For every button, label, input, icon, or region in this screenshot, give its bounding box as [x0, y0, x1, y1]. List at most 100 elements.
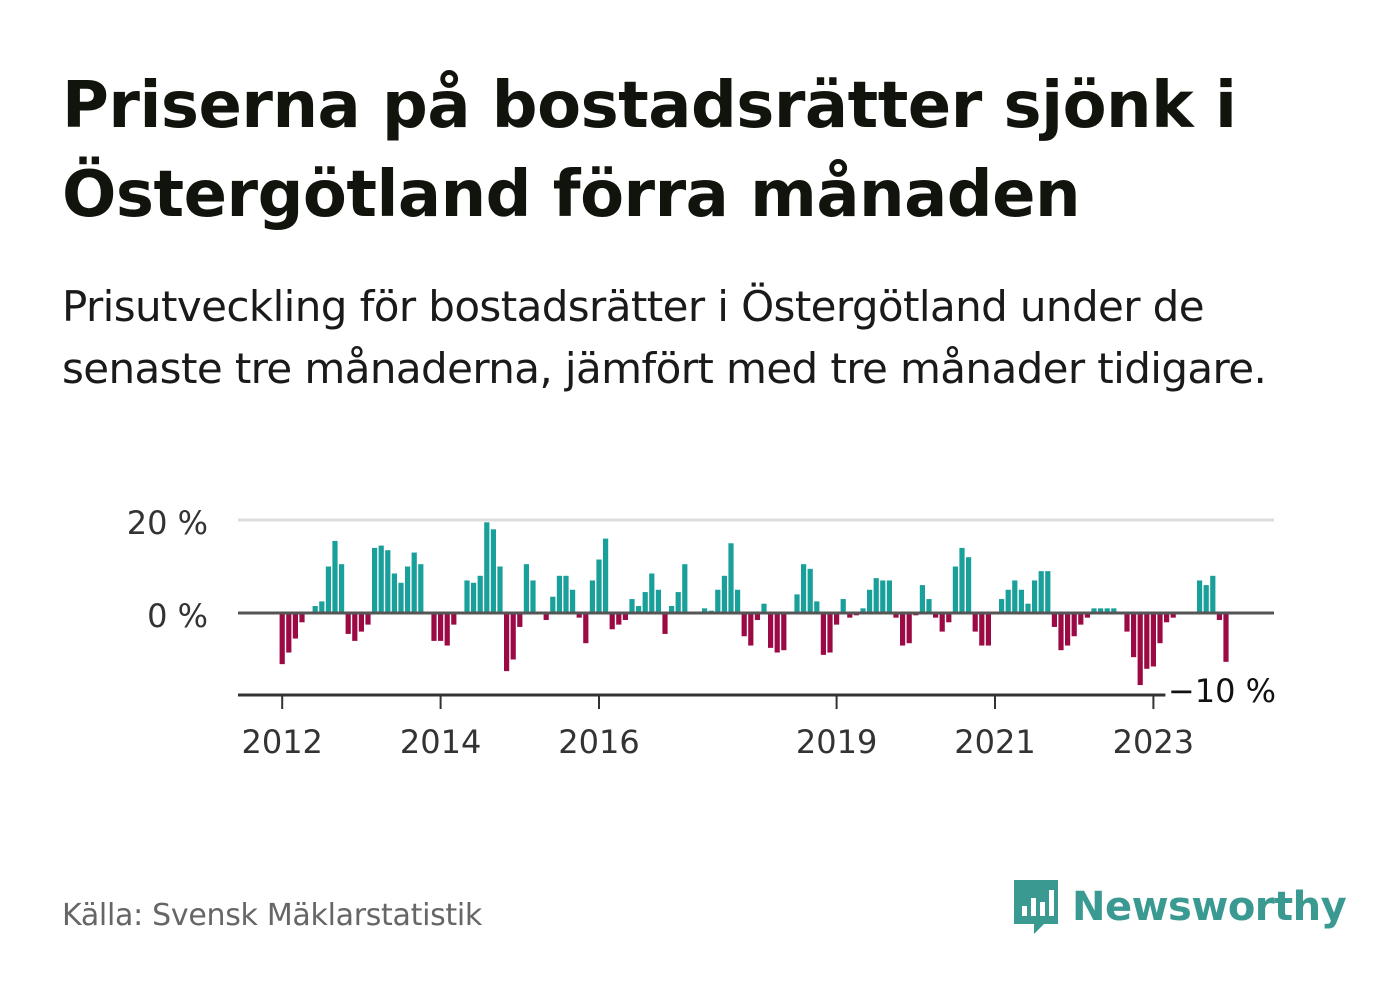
bar — [583, 613, 589, 644]
bar — [477, 575, 483, 613]
bar — [979, 613, 985, 646]
bar — [286, 613, 292, 653]
bar — [438, 613, 444, 641]
bar — [385, 550, 391, 613]
bar — [999, 599, 1005, 613]
bar — [972, 613, 978, 632]
bar — [1005, 589, 1011, 613]
bar — [464, 580, 470, 613]
bar — [603, 538, 609, 613]
bar — [1137, 613, 1143, 686]
bar — [1012, 580, 1018, 613]
bar — [1150, 613, 1156, 667]
bar — [675, 592, 681, 613]
bar — [834, 613, 840, 625]
bar — [933, 613, 939, 618]
bar — [1098, 608, 1104, 613]
bar — [556, 575, 562, 613]
bar — [1197, 580, 1203, 613]
bar — [1071, 613, 1077, 637]
bar — [728, 543, 734, 613]
bar — [345, 613, 351, 634]
chart-subtitle: Prisutveckling för bostadsrätter i Öster… — [62, 282, 1267, 393]
bar — [735, 589, 741, 613]
bar — [391, 573, 397, 613]
bar — [1170, 613, 1176, 618]
bar — [1203, 585, 1209, 613]
bar — [952, 566, 958, 613]
bar — [299, 613, 305, 623]
bar — [530, 580, 536, 613]
bar — [781, 613, 787, 651]
bar — [1091, 608, 1097, 613]
bar — [405, 566, 411, 613]
bar — [748, 613, 754, 646]
bar — [616, 613, 622, 625]
bar — [1144, 613, 1150, 669]
bar — [1065, 613, 1071, 646]
bar — [946, 613, 952, 623]
x-tick-label: 2019 — [796, 723, 877, 761]
bar — [807, 568, 813, 613]
bar — [609, 613, 615, 630]
bar — [919, 585, 925, 613]
bar — [319, 601, 325, 613]
bar — [847, 613, 853, 618]
bar — [471, 582, 477, 613]
x-tick-label: 2016 — [558, 723, 639, 761]
bar — [358, 613, 364, 632]
bar — [497, 566, 503, 613]
bar — [794, 594, 800, 613]
bar — [292, 613, 298, 639]
bar — [1018, 589, 1024, 613]
bar — [1045, 571, 1051, 613]
bar — [576, 613, 582, 618]
bar — [906, 613, 912, 644]
bar — [444, 613, 450, 646]
bar — [939, 613, 945, 632]
bar — [860, 608, 866, 613]
bar — [1032, 580, 1038, 613]
bar — [1210, 575, 1216, 613]
bar — [490, 529, 496, 613]
bar — [662, 613, 668, 634]
bar — [1216, 613, 1222, 620]
x-tick-label: 2012 — [241, 723, 322, 761]
bar — [721, 575, 727, 613]
bar — [880, 580, 886, 613]
bar — [352, 613, 358, 641]
brand-logo: Newsworthy — [1010, 876, 1347, 938]
bar — [893, 613, 899, 618]
last-value-label-bg — [1165, 672, 1274, 706]
bar — [596, 559, 602, 613]
bar — [1223, 613, 1229, 662]
bar — [563, 575, 569, 613]
bar — [1051, 613, 1057, 627]
bar — [741, 613, 747, 637]
bar — [418, 564, 424, 613]
bar — [966, 557, 972, 613]
brand-name: Newsworthy — [1072, 884, 1347, 930]
bar — [900, 613, 906, 646]
bar — [629, 599, 635, 613]
bar — [1157, 613, 1163, 644]
bar — [589, 580, 595, 613]
bar — [1111, 608, 1117, 613]
bar — [411, 552, 417, 613]
newsworthy-logo-icon — [1014, 880, 1058, 934]
bar — [649, 573, 655, 613]
bar — [431, 613, 437, 641]
bar — [774, 613, 780, 653]
bar — [1104, 608, 1110, 613]
y-tick-label: 20 % — [127, 504, 208, 542]
bar — [959, 547, 965, 613]
bar — [886, 580, 892, 613]
bar-chart: 0 % 20 % 2012 2014 2016 2019 2021 2023 −10 % — [127, 504, 1276, 761]
x-tick-label: 2023 — [1113, 723, 1194, 761]
bar — [325, 566, 331, 613]
bar — [550, 596, 556, 613]
bar — [339, 564, 345, 613]
last-value-label: −10 % — [1168, 672, 1276, 710]
bar — [768, 613, 774, 648]
bar — [372, 547, 378, 613]
